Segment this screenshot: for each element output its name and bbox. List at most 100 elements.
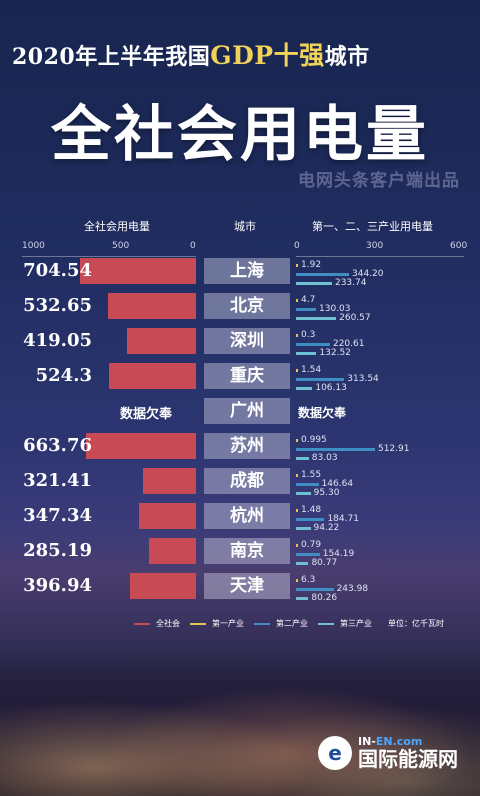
column-header-industry: 第一、二、三产业用电量 xyxy=(312,220,433,233)
bar-primary xyxy=(296,544,298,547)
value-label-secondary: 146.64 xyxy=(321,479,354,489)
value-label-primary: 0.3 xyxy=(301,330,316,340)
bar-secondary xyxy=(296,588,334,591)
legend-swatch-total xyxy=(134,622,150,625)
right-tick-0: 0 xyxy=(294,241,300,251)
bar-primary xyxy=(296,509,298,512)
city-label: 南京 xyxy=(204,538,290,564)
bar-total xyxy=(109,363,196,389)
value-label-secondary: 243.98 xyxy=(336,584,369,594)
bar-primary xyxy=(296,474,298,477)
legend: 全社会 第一产业 第二产业 第三产业 单位：亿千瓦时 xyxy=(134,618,444,629)
value-label-tertiary: 94.22 xyxy=(313,523,340,533)
value-label-secondary: 154.19 xyxy=(322,549,355,559)
bar-secondary xyxy=(296,483,319,486)
legend-swatch-tertiary xyxy=(318,622,334,625)
value-label-tertiary: 233.74 xyxy=(334,278,367,288)
right-tick-600: 600 xyxy=(450,241,468,251)
column-header-total: 全社会用电量 xyxy=(84,220,150,233)
logo-domain-suffix: EN.com xyxy=(375,735,423,748)
logo-domain-prefix: IN- xyxy=(358,735,376,748)
city-label: 成都 xyxy=(204,468,290,494)
bar-secondary xyxy=(296,308,317,311)
legend-unit: 单位：亿千瓦时 xyxy=(388,619,444,628)
bar-secondary xyxy=(296,273,349,276)
bar-total xyxy=(142,468,196,494)
city-label: 上海 xyxy=(204,258,290,284)
logo-domain: IN-EN.com xyxy=(358,735,458,748)
value-label-primary: 1.48 xyxy=(301,505,322,515)
logo-e-icon: e xyxy=(318,736,352,771)
value-label-total: 524.3 xyxy=(35,365,92,386)
left-tick-0: 0 xyxy=(190,241,196,251)
value-label-total: 704.54 xyxy=(23,260,92,281)
bar-primary xyxy=(296,369,298,372)
city-label: 杭州 xyxy=(204,503,290,529)
right-tick-300: 300 xyxy=(366,241,384,251)
city-label: 北京 xyxy=(204,293,290,319)
value-label-primary: 6.3 xyxy=(301,575,316,585)
value-label-primary: 1.55 xyxy=(301,470,322,480)
value-label-tertiary: 80.26 xyxy=(311,593,338,603)
value-label-total: 321.41 xyxy=(23,470,92,491)
value-label-tertiary: 260.57 xyxy=(339,313,371,323)
value-label-primary: 4.7 xyxy=(301,295,316,305)
bar-total xyxy=(130,573,196,599)
legend-item-secondary: 第二产业 xyxy=(276,619,308,628)
legend-item-primary: 第一产业 xyxy=(212,619,244,628)
value-label-total: 347.34 xyxy=(23,505,92,526)
city-label: 广州 xyxy=(204,398,290,424)
logo-name: 国际能源网 xyxy=(358,747,458,772)
bar-secondary xyxy=(296,448,375,451)
bar-tertiary xyxy=(296,317,337,320)
right-axis-line xyxy=(296,256,464,257)
city-label: 深圳 xyxy=(204,328,290,354)
header-title-prefix: 2020年上半年我国 xyxy=(12,44,211,70)
value-label-secondary: 512.91 xyxy=(377,444,410,454)
missing-data-right: 数据欠奉 xyxy=(298,406,347,420)
bar-total xyxy=(79,258,196,284)
legend-swatch-secondary xyxy=(254,622,270,625)
bar-tertiary xyxy=(296,282,332,285)
value-label-secondary: 220.61 xyxy=(332,339,365,349)
city-night-background xyxy=(0,650,480,796)
value-label-primary: 0.995 xyxy=(301,435,327,445)
bar-tertiary xyxy=(296,562,309,565)
left-axis-line xyxy=(22,256,196,257)
bar-secondary xyxy=(296,518,325,521)
value-label-secondary: 130.03 xyxy=(319,304,351,314)
city-label: 苏州 xyxy=(204,433,290,459)
column-header-city: 城市 xyxy=(234,220,256,233)
value-label-tertiary: 80.77 xyxy=(311,558,338,568)
bar-total xyxy=(138,503,196,529)
bar-total xyxy=(107,293,196,319)
value-label-total: 396.94 xyxy=(23,575,92,596)
bar-primary xyxy=(296,439,298,442)
value-label-primary: 1.92 xyxy=(301,260,322,270)
bar-total xyxy=(86,433,196,459)
legend-swatch-primary xyxy=(190,622,206,625)
bar-tertiary xyxy=(296,597,309,600)
bar-secondary xyxy=(296,378,345,381)
value-label-secondary: 184.71 xyxy=(327,514,359,524)
bar-tertiary xyxy=(296,527,311,530)
value-label-total: 663.76 xyxy=(23,435,92,456)
value-label-tertiary: 132.52 xyxy=(319,348,351,358)
missing-data-left: 数据欠奉 xyxy=(120,407,173,422)
value-label-tertiary: 106.13 xyxy=(315,383,347,393)
header-title: 2020年上半年我国GDP十强城市 xyxy=(12,36,370,72)
city-label: 重庆 xyxy=(204,363,290,389)
bar-tertiary xyxy=(296,457,309,460)
source-credit: 电网头条客户端出品 xyxy=(298,171,460,191)
value-label-secondary: 344.20 xyxy=(352,269,384,279)
bar-secondary xyxy=(296,553,320,556)
city-label: 天津 xyxy=(204,573,290,599)
value-label-tertiary: 95.30 xyxy=(313,488,340,498)
bar-primary xyxy=(296,299,298,302)
bar-secondary xyxy=(296,343,330,346)
bar-tertiary xyxy=(296,492,311,495)
bar-primary xyxy=(296,264,298,267)
left-tick-1000: 1000 xyxy=(22,241,45,251)
legend-item-tertiary: 第三产业 xyxy=(340,619,372,628)
header-title-suffix: 城市 xyxy=(324,44,370,70)
